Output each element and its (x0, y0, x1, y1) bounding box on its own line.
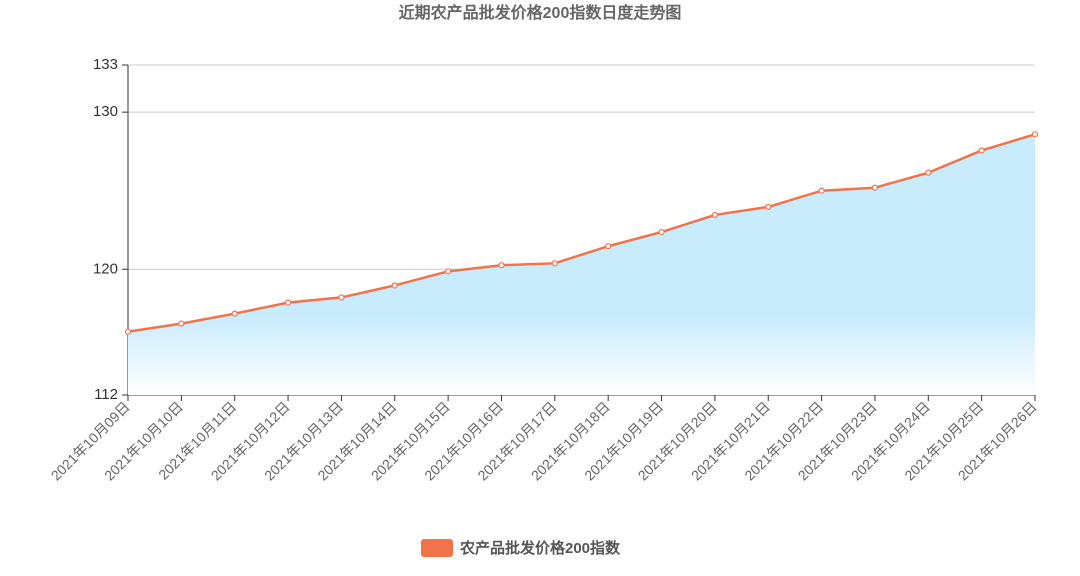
point (124, 328, 132, 335)
area (128, 134, 1035, 396)
point (605, 243, 612, 250)
y-tick-label: 120 (93, 260, 118, 277)
y-tick-label: 130 (93, 103, 118, 120)
point (925, 169, 932, 176)
point (711, 211, 718, 219)
line (127, 133, 1036, 333)
point (284, 299, 292, 306)
point (231, 310, 238, 317)
point (818, 187, 825, 194)
point (178, 320, 185, 327)
point (445, 268, 452, 275)
point (765, 203, 772, 210)
chart-title: 近期农产品批发价格200指数日度走势图 (399, 3, 682, 22)
y-tick-label: 112 (94, 386, 118, 403)
point (1031, 131, 1039, 138)
point (551, 260, 558, 267)
point (658, 228, 665, 236)
point (498, 262, 505, 269)
legend-swatch (421, 539, 453, 557)
point (978, 147, 985, 154)
point (391, 282, 398, 289)
legend-label: 农产品批发价格200指数 (459, 539, 621, 557)
point (338, 294, 345, 301)
y-tick-label: 133 (93, 56, 118, 73)
point (871, 184, 879, 191)
